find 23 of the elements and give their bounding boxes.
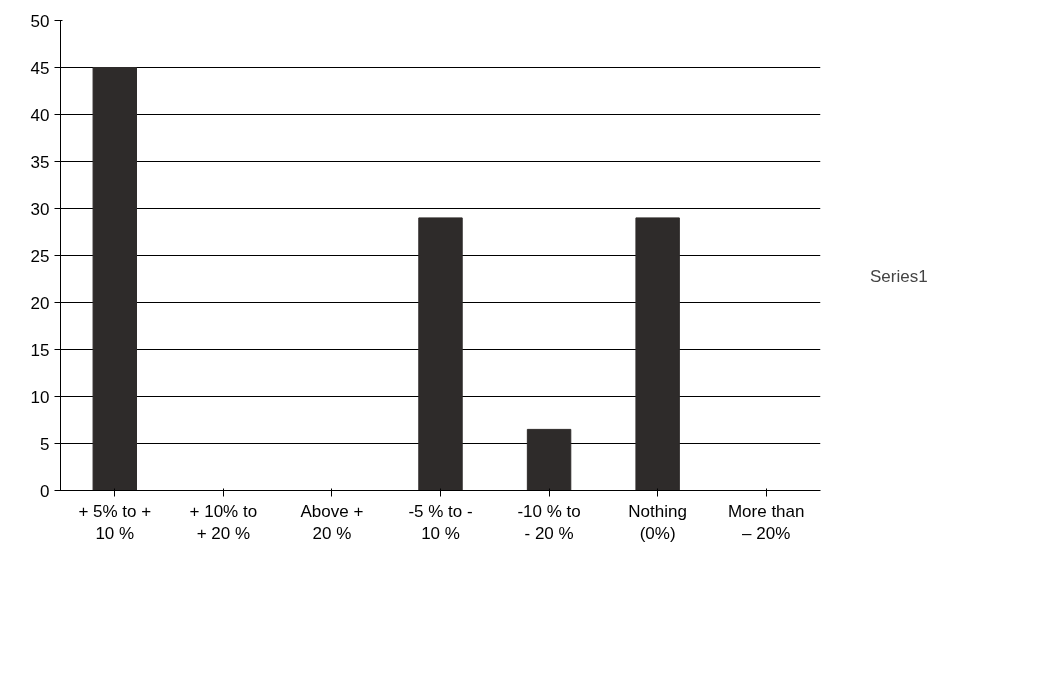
y-tick-label: 0 [40, 481, 50, 501]
y-tick-label: 30 [30, 199, 50, 219]
x-tick-label: Nothing (0%) [628, 501, 687, 544]
y-tick-label: 40 [30, 105, 50, 125]
x-tick-label: + 5% to + 10 % [78, 501, 152, 544]
x-tick-label: -5 % to - 10 % [408, 501, 473, 544]
y-tick-label: 15 [30, 340, 50, 360]
bar [635, 217, 680, 491]
bar [526, 428, 572, 491]
x-tick-label: More than – 20% [727, 501, 805, 544]
y-tick-label: 20 [30, 293, 50, 313]
x-tick-label: + 10% to + 20 % [189, 501, 258, 544]
y-tick-label: 50 [30, 11, 50, 31]
y-tick-label: 10 [30, 387, 50, 407]
y-tick-label: 25 [30, 246, 50, 266]
x-tick-label: -10 % to - 20 % [517, 501, 581, 544]
bar [418, 217, 463, 491]
text: Series1 [870, 267, 928, 287]
bar [92, 67, 137, 491]
y-tick-label: 45 [30, 58, 50, 78]
y-tick-label: 5 [40, 434, 50, 454]
x-tick-label: Above + 20 % [300, 501, 364, 544]
y-tick-label: 35 [30, 152, 50, 172]
